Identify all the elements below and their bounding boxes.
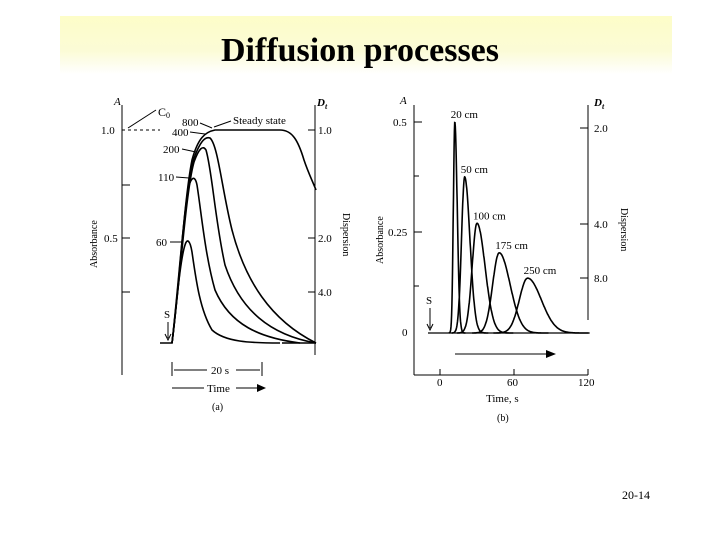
a-time-arrowhead [257, 384, 266, 392]
b-x-tick-label: 60 [507, 377, 519, 389]
a-y-tick-label: 0.5 [104, 233, 118, 245]
b-y-right-tick-label: 4.0 [594, 219, 608, 231]
a-y-right-tick-label: 1.0 [318, 125, 332, 137]
b-peak-250cm [493, 277, 590, 334]
a-y-right-tick-label: 4.0 [318, 287, 332, 299]
a-curve-label-400: 400 [172, 127, 189, 139]
a-curve-label-60: 60 [156, 237, 168, 249]
b-peak-label: 20 cm [451, 109, 479, 121]
a-y-right-tick-label: 2.0 [318, 233, 332, 245]
a-curve-60 [171, 240, 281, 344]
b-panel-label: (b) [497, 413, 509, 424]
slide-title: Diffusion processes [221, 32, 499, 69]
b-inject-arrow [426, 308, 434, 332]
a-curve-label-200: 200 [163, 144, 180, 156]
b-inject-marker: S [426, 295, 432, 307]
b-peak-label: 250 cm [524, 265, 557, 277]
a-axis-letter-left: A [113, 96, 121, 108]
a-c0-arrow [127, 109, 157, 129]
a-label-arrow [189, 131, 206, 135]
b-time-arrowhead [546, 350, 556, 358]
b-y-tick-label: 0.25 [388, 227, 408, 239]
panel-b: A Dt 0.5 0.25 0 2.0 4.0 8.0 Absorbance D… [375, 95, 629, 424]
a-xlabel: Time [207, 383, 230, 395]
a-steady-state-label: Steady state [233, 115, 286, 127]
a-ylabel-right: Dispersion [340, 213, 351, 256]
a-curve-400 [171, 136, 317, 344]
b-curves [448, 121, 590, 334]
b-peak-label: 50 cm [461, 164, 489, 176]
a-scale-label: 20 s [211, 365, 229, 377]
slide-number: 20-14 [622, 488, 650, 502]
b-y-tick-label: 0 [402, 327, 408, 339]
a-steady-state-arrow [213, 120, 232, 128]
panel-a: A Dt 1.0 0.5 1.0 2.0 4.0 Absorbance Disp… [89, 96, 351, 413]
a-panel-label: (a) [212, 402, 223, 413]
b-ylabel-right: Dispersion [618, 208, 629, 251]
title-band [60, 16, 672, 74]
a-label-arrow [181, 148, 197, 153]
a-inject-marker: S [164, 309, 170, 321]
b-y-tick-label: 0.5 [393, 117, 407, 129]
b-ylabel: Absorbance [375, 216, 386, 264]
a-label-arrow [199, 122, 213, 129]
a-c0-label: C0 [158, 105, 170, 120]
b-xlabel: Time, s [486, 393, 519, 405]
a-axis-letter-right: Dt [316, 97, 328, 111]
b-y-right-tick-label: 2.0 [594, 123, 608, 135]
b-axis-letter-right: Dt [593, 97, 605, 111]
b-peak-175cm [472, 251, 549, 334]
a-curve-label-110: 110 [158, 172, 175, 184]
b-peak-20cm [448, 121, 466, 334]
b-curve-labels: 20 cm 50 cm 100 cm 175 cm 250 cm [451, 109, 557, 277]
a-label-arrow [175, 176, 190, 179]
b-axis-letter-left: A [399, 95, 407, 107]
a-ylabel: Absorbance [89, 220, 100, 268]
a-curve-label-800-vis: 800 [182, 117, 199, 129]
b-x-tick-label: 120 [578, 377, 595, 389]
a-y-tick-label: 1.0 [101, 125, 115, 137]
a-inject-arrow [164, 322, 172, 342]
b-y-right-tick-label: 8.0 [594, 273, 608, 285]
b-x-tick-label: 0 [437, 377, 443, 389]
a-curve-200 [171, 146, 317, 344]
b-peak-label: 100 cm [473, 210, 506, 222]
a-curve-110 [171, 177, 301, 344]
b-peak-50cm [451, 175, 489, 334]
b-peak-label: 175 cm [495, 240, 528, 252]
